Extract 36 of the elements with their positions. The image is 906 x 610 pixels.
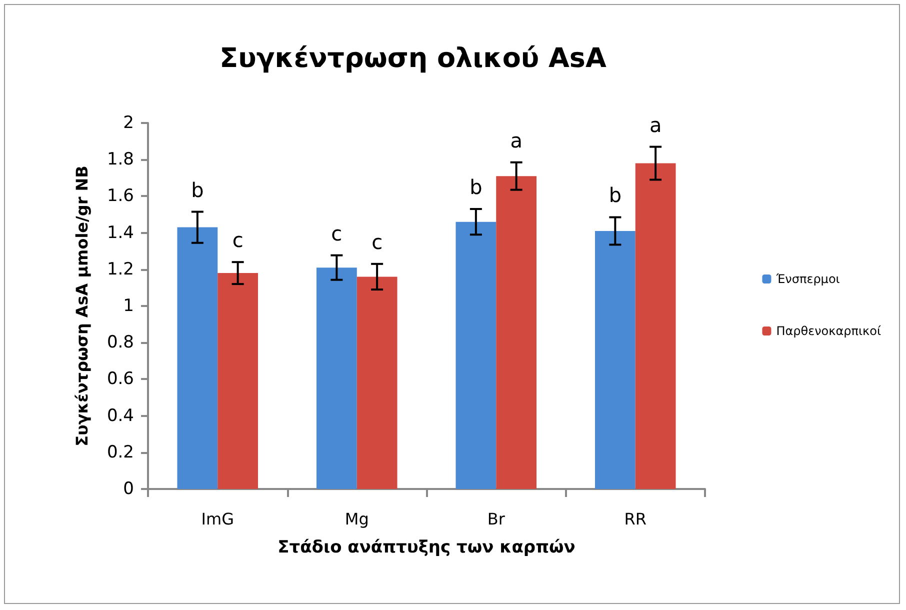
bar xyxy=(356,276,398,489)
y-tick-label: 1.6 xyxy=(106,186,134,206)
y-tick-label: 0.4 xyxy=(106,406,134,426)
bar xyxy=(177,227,218,489)
annotation: c xyxy=(372,230,383,254)
y-tick-label: 2 xyxy=(123,113,134,133)
y-axis-title: Συγκέντρωση AsA μmole/gr ΝΒ xyxy=(72,166,92,446)
annotation: c xyxy=(232,228,244,252)
legend-label: Παρθενοκαρπικοί xyxy=(776,324,882,338)
y-tick-label: 1.4 xyxy=(106,222,134,243)
legend-label: Ένσπερμοι xyxy=(775,272,840,286)
x-tick-label: Mg xyxy=(344,510,369,528)
x-tick-label: ImG xyxy=(201,510,234,528)
y-tick-label: 0 xyxy=(123,479,134,499)
x-tick-label: RR xyxy=(624,510,646,528)
annotation: c xyxy=(331,221,342,246)
bar xyxy=(218,273,258,489)
bar xyxy=(594,230,636,489)
bar xyxy=(316,268,357,489)
y-tick-label: 1 xyxy=(123,296,134,316)
bar xyxy=(456,222,496,489)
y-tick-label: 1.8 xyxy=(106,150,134,170)
x-tick-label: Br xyxy=(487,510,506,528)
bar xyxy=(635,163,676,489)
annotation: a xyxy=(510,128,522,152)
y-tick-label: 0.2 xyxy=(106,442,134,462)
bar xyxy=(496,176,537,489)
annotation: a xyxy=(649,112,662,137)
annotation: b xyxy=(191,178,204,202)
x-axis-title: Στάδιο ανάπτυξης των καρπών xyxy=(278,538,576,558)
y-tick-label: 0.8 xyxy=(106,332,134,353)
annotation: b xyxy=(608,183,622,208)
chart-title: Συγκέντρωση ολικού AsA xyxy=(220,43,606,74)
y-tick-label: 1.2 xyxy=(106,259,134,280)
y-tick-label: 0.6 xyxy=(106,369,134,390)
annotation: b xyxy=(470,175,482,200)
